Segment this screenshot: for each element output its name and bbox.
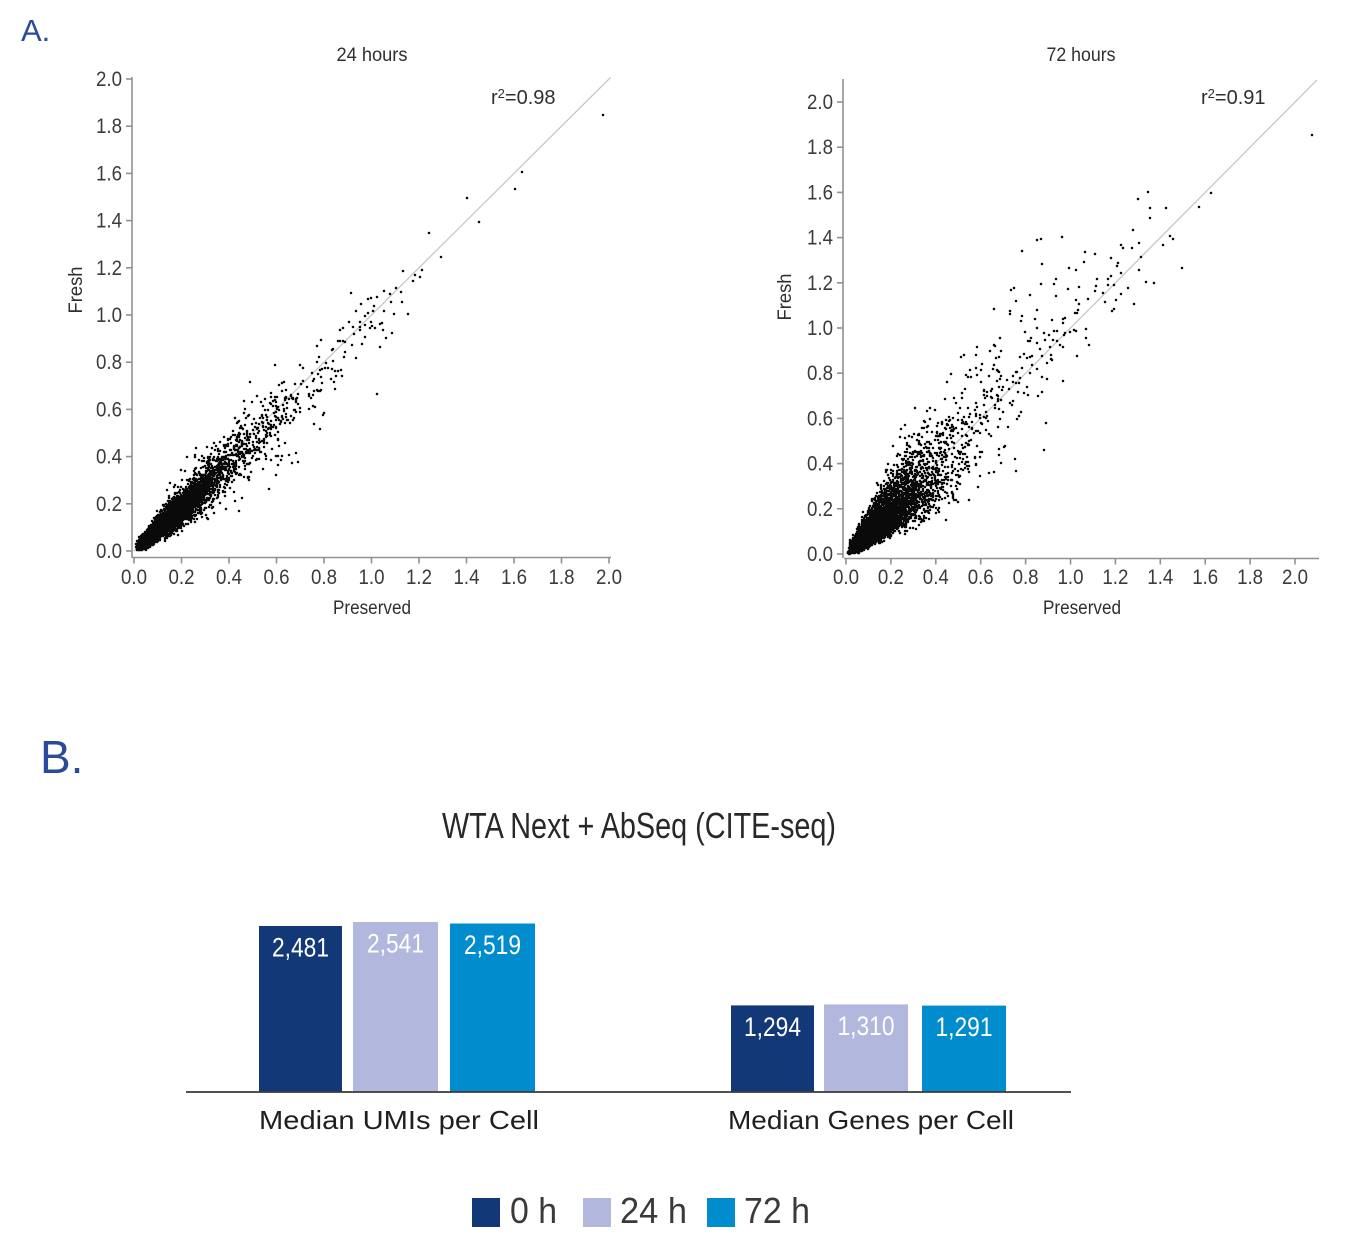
svg-text:1.2: 1.2 [96, 257, 122, 280]
svg-text:1.2: 1.2 [1102, 566, 1128, 589]
svg-text:1.8: 1.8 [1237, 566, 1263, 589]
svg-text:A.: A. [21, 13, 50, 48]
svg-text:0.8: 0.8 [96, 351, 122, 374]
svg-text:1.6: 1.6 [807, 181, 833, 204]
svg-text:0.4: 0.4 [96, 446, 122, 469]
svg-text:1.4: 1.4 [807, 227, 833, 250]
svg-text:0.0: 0.0 [96, 540, 122, 563]
svg-text:1.8: 1.8 [549, 566, 575, 589]
svg-text:0 h: 0 h [510, 1190, 557, 1231]
svg-text:1.8: 1.8 [96, 115, 122, 138]
svg-text:1.4: 1.4 [96, 210, 122, 233]
svg-text:1.4: 1.4 [454, 566, 480, 589]
svg-text:1,310: 1,310 [838, 1011, 895, 1041]
svg-text:1.6: 1.6 [1192, 566, 1218, 589]
svg-text:Preserved: Preserved [1043, 598, 1121, 619]
svg-text:0.8: 0.8 [1013, 566, 1039, 589]
svg-text:2,519: 2,519 [464, 930, 521, 960]
svg-text:0.2: 0.2 [878, 566, 904, 589]
svg-text:0.2: 0.2 [169, 566, 195, 589]
svg-text:0.4: 0.4 [807, 453, 833, 476]
svg-text:1,294: 1,294 [744, 1012, 801, 1042]
svg-text:1.2: 1.2 [807, 272, 833, 295]
svg-text:0.6: 0.6 [968, 566, 994, 589]
svg-text:1.0: 1.0 [359, 566, 385, 589]
svg-text:2,541: 2,541 [367, 928, 424, 958]
svg-text:0.8: 0.8 [311, 566, 337, 589]
svg-text:WTA Next + AbSeq (CITE-seq): WTA Next + AbSeq (CITE-seq) [442, 805, 836, 846]
svg-text:24 hours: 24 hours [337, 45, 408, 66]
svg-text:2.0: 2.0 [596, 566, 622, 589]
svg-text:1.4: 1.4 [1147, 566, 1173, 589]
svg-text:B.: B. [40, 731, 83, 783]
svg-text:Fresh: Fresh [66, 267, 87, 314]
svg-text:1.0: 1.0 [96, 304, 122, 327]
svg-text:1.2: 1.2 [406, 566, 432, 589]
svg-text:2.0: 2.0 [96, 68, 122, 91]
svg-text:0.6: 0.6 [807, 407, 833, 430]
svg-text:Median UMIs per Cell: Median UMIs per Cell [259, 1105, 539, 1135]
svg-text:1.0: 1.0 [1058, 566, 1084, 589]
svg-text:0.6: 0.6 [264, 566, 290, 589]
svg-text:1.6: 1.6 [96, 162, 122, 185]
svg-text:r2=0.98: r2=0.98 [491, 86, 556, 109]
svg-text:0.4: 0.4 [216, 566, 242, 589]
svg-text:1.8: 1.8 [807, 136, 833, 159]
svg-text:1.6: 1.6 [501, 566, 527, 589]
svg-text:0.2: 0.2 [96, 493, 122, 516]
svg-text:1.0: 1.0 [807, 317, 833, 340]
svg-text:72 hours: 72 hours [1047, 45, 1116, 66]
svg-text:Median Genes per Cell: Median Genes per Cell [728, 1105, 1014, 1135]
svg-text:r2=0.91: r2=0.91 [1201, 86, 1266, 109]
svg-text:2.0: 2.0 [807, 91, 833, 114]
svg-text:0.8: 0.8 [807, 362, 833, 385]
svg-text:72 h: 72 h [744, 1190, 810, 1231]
svg-text:Preserved: Preserved [333, 598, 411, 619]
svg-text:2.0: 2.0 [1282, 566, 1308, 589]
svg-text:1,291: 1,291 [936, 1012, 993, 1042]
svg-text:0.4: 0.4 [923, 566, 949, 589]
svg-text:0.6: 0.6 [96, 398, 122, 421]
svg-text:24 h: 24 h [620, 1190, 687, 1231]
svg-text:2,481: 2,481 [272, 932, 329, 962]
svg-text:0.0: 0.0 [833, 566, 859, 589]
svg-text:0.2: 0.2 [807, 498, 833, 521]
svg-text:0.0: 0.0 [807, 543, 833, 566]
svg-text:Fresh: Fresh [775, 274, 796, 321]
svg-text:0.0: 0.0 [121, 566, 147, 589]
